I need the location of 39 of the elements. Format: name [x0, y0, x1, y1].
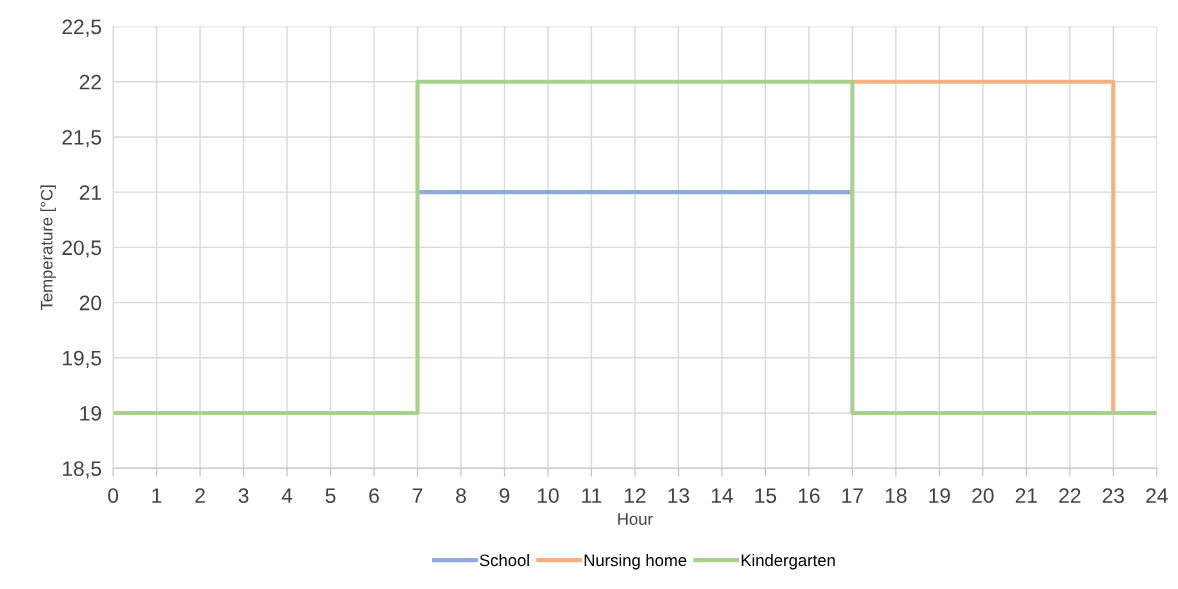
y-tick-label: 18,5 [63, 461, 102, 479]
x-tick-label: 22 [1059, 488, 1081, 503]
y-tick-label: 20 [79, 295, 102, 311]
y-tick-label: 19,5 [63, 350, 102, 369]
legend-label: School [479, 553, 529, 567]
y-tick-label: 19 [80, 406, 101, 421]
x-tick-label: 11 [582, 488, 602, 503]
legend-label: Nursing home [584, 553, 687, 570]
x-tick-label: 8 [456, 488, 466, 503]
y-tick-label: 21 [79, 185, 101, 200]
x-tick-label: 1 [152, 488, 162, 503]
x-tick-label: 3 [238, 488, 249, 503]
x-tick-label: 7 [412, 488, 423, 503]
y-tick-label: 22 [79, 74, 101, 90]
legend-label: Kindergarten [741, 553, 835, 570]
x-tick-label: 0 [108, 488, 119, 503]
x-tick-label: 14 [711, 488, 733, 503]
x-tick-label: 17 [842, 488, 863, 503]
x-tick-label: 16 [798, 488, 820, 503]
x-tick-label: 20 [972, 488, 994, 503]
x-tick-label: 10 [537, 488, 559, 503]
y-axis-title: Temperature [°C] [40, 185, 56, 311]
x-tick-label: 18 [885, 488, 907, 503]
x-tick-label: 24 [1146, 488, 1168, 503]
x-tick-label: 15 [755, 488, 777, 503]
x-tick-label: 21 [1015, 488, 1037, 503]
y-tick-label: 20,5 [62, 240, 102, 258]
x-tick-label: 2 [195, 488, 205, 503]
y-tick-label: 21,5 [62, 129, 102, 148]
x-tick-label: 6 [369, 488, 379, 503]
x-tick-label: 4 [281, 488, 293, 503]
x-tick-label: 5 [325, 488, 336, 503]
x-tick-label: 12 [624, 488, 646, 503]
x-axis-title: Hour [618, 513, 653, 525]
x-tick-label: 19 [929, 488, 950, 503]
x-tick-label: 9 [499, 488, 510, 503]
x-tick-label: 23 [1102, 488, 1124, 503]
y-tick-label: 22,5 [62, 19, 102, 37]
x-tick-label: 13 [668, 488, 690, 503]
